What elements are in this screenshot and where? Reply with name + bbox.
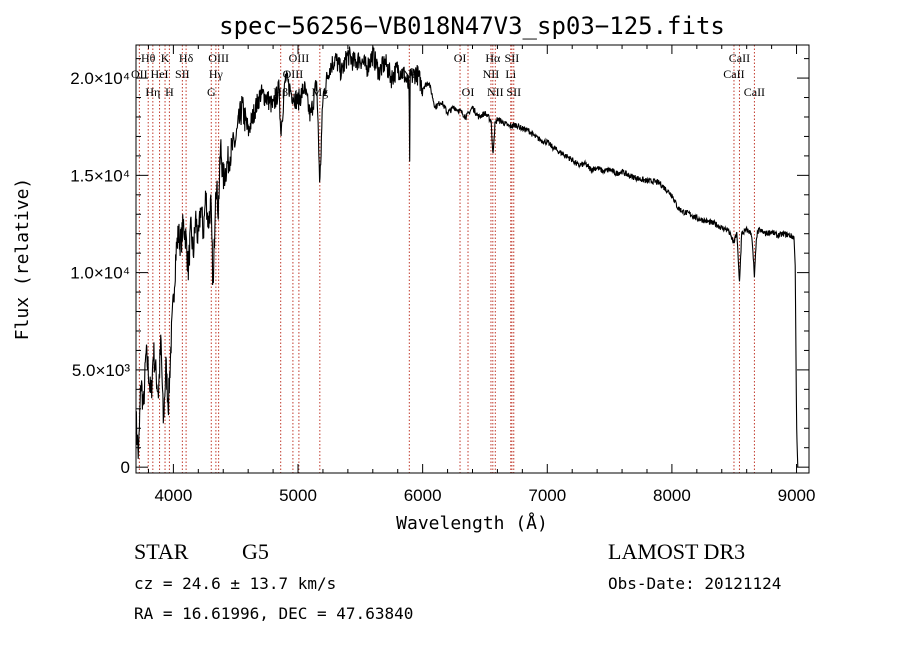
line-label-26: CaII [744,85,765,99]
y-tick-label-2: 1.0×10⁴ [70,264,130,283]
redshift-cz: cz = 24.6 ± 13.7 km/s [134,574,336,593]
x-tick-label-1: 5000 [279,486,317,505]
plot-frame [135,44,810,474]
line-label-19: Hα [485,51,501,65]
x-tick-label-5: 9000 [778,486,816,505]
line-label-1: Hθ [141,51,156,65]
survey-name: LAMOST DR3 [608,539,745,564]
obs-date: Obs-Date: 20121124 [608,574,781,593]
line-label-20: NII [487,85,504,99]
line-label-10: OIII [208,51,229,65]
line-label-24: CaII [723,67,744,81]
y-tick-label-3: 1.5×10⁴ [70,166,130,185]
line-label-2: Hη [145,85,160,99]
line-label-4: K [161,51,170,65]
x-tick-label-0: 4000 [154,486,192,505]
line-label-5: H [165,85,174,99]
line-label-17: OI [462,85,475,99]
chart-title: spec−56256−VB018N47V3_sp03−125.fits [219,12,725,40]
line-label-21: Li [505,67,516,81]
object-subclass: G5 [242,539,269,564]
line-label-3: HeI [151,67,169,81]
y-tick-label-0: 0 [121,458,130,477]
x-tick-label-2: 6000 [404,486,442,505]
line-label-18: NII [483,67,500,81]
x-tick-label-4: 8000 [653,486,691,505]
line-label-13: OIII [289,51,310,65]
x-axis-ticks: 4000 5000 6000 7000 8000 9000 [147,45,816,505]
line-label-8: G [207,85,216,99]
y-tick-label-4: 2.0×10⁴ [70,69,130,88]
y-axis-ticks: 0 5.0×10³ 1.0×10⁴ 1.5×10⁴ 2.0×10⁴ [70,58,809,477]
x-tick-label-3: 7000 [528,486,566,505]
line-label-16: OI [454,51,467,65]
line-label-9: Hγ [209,67,224,81]
object-class: STAR [134,539,189,564]
spectrum-layer [135,46,799,468]
coordinates: RA = 16.61996, DEC = 47.63840 [134,604,413,623]
spectral-line-labels: OIIHθHηHeIKHSIIHδGHγOIIIHβOIIIOIIIMgNaOI… [131,51,765,99]
line-label-7: Hδ [179,51,194,65]
line-label-6: SII [175,67,190,81]
spectrum-line [135,46,799,468]
y-axis-label: Flux (relative) [12,178,33,341]
line-label-23: SII [506,85,521,99]
spectral-lines [138,45,755,473]
x-axis-label: Wavelength (Å) [396,512,548,534]
line-label-25: CaII [729,51,750,65]
y-tick-label-1: 5.0×10³ [72,361,130,380]
line-label-0: OII [131,67,148,81]
line-label-22: SII [505,51,520,65]
